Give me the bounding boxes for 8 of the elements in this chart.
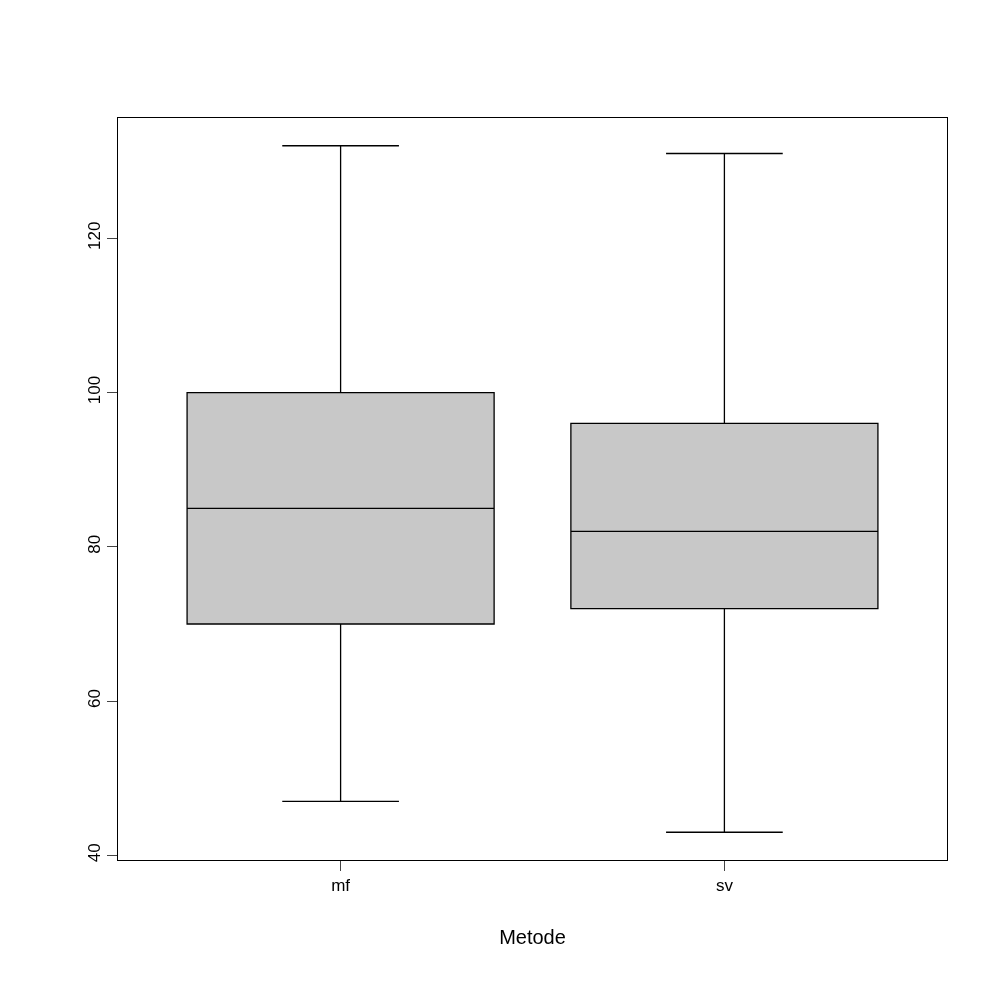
y-tick-label: 40 (85, 843, 105, 863)
x-tick-label: sv (715, 876, 734, 896)
x-axis-title: Metode (499, 925, 566, 948)
x-tick-label: mf (331, 876, 351, 896)
y-tick-label: 120 (85, 221, 105, 250)
y-tick-label: 80 (85, 534, 105, 554)
y-tick-label: 100 (85, 375, 105, 405)
y-tick-label: 60 (85, 689, 105, 709)
